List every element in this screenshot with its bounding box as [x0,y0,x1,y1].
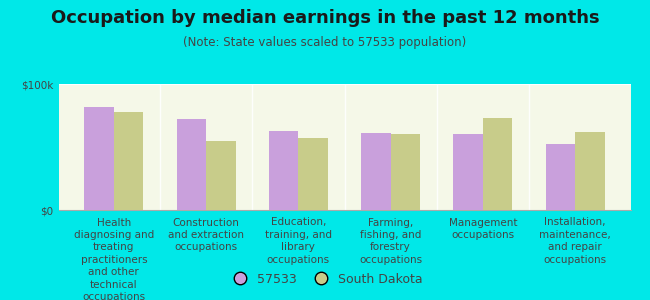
Bar [269,130,298,210]
Bar [575,132,604,210]
Text: Management
occupations: Management occupations [448,218,517,240]
Bar [84,107,114,210]
Text: Health
diagnosing and
treating
practitioners
and other
technical
occupations: Health diagnosing and treating practitio… [73,218,154,300]
Text: Education,
training, and
library
occupations: Education, training, and library occupat… [265,218,332,265]
Bar [483,118,512,210]
Text: Installation,
maintenance,
and repair
occupations: Installation, maintenance, and repair oc… [540,218,611,265]
Bar [545,145,575,210]
Bar [298,138,328,210]
Bar [206,141,236,210]
Bar [361,133,391,210]
Legend: 57533, South Dakota: 57533, South Dakota [223,268,427,291]
Text: (Note: State values scaled to 57533 population): (Note: State values scaled to 57533 popu… [183,36,467,49]
Text: Occupation by median earnings in the past 12 months: Occupation by median earnings in the pas… [51,9,599,27]
Bar [114,112,144,210]
Bar [453,134,483,210]
Text: Farming,
fishing, and
forestry
occupations: Farming, fishing, and forestry occupatio… [359,218,422,265]
Bar [391,134,420,210]
Text: Construction
and extraction
occupations: Construction and extraction occupations [168,218,244,252]
Bar [177,119,206,210]
